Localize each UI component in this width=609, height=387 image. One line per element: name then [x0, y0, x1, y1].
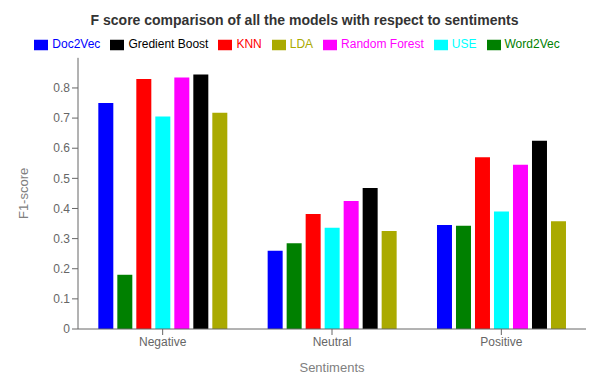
svg-text:Neutral: Neutral [313, 335, 352, 349]
html-text:KNN: KNN [236, 37, 262, 51]
svg-text:Sentiments: Sentiments [299, 360, 365, 375]
html-text:Doc2Vec: Doc2Vec [52, 37, 101, 51]
html-text:Random Forest: Random Forest [341, 37, 424, 51]
svg-text:0.4: 0.4 [53, 202, 70, 216]
svg-text:F1-score: F1-score [16, 168, 31, 219]
html-text:Word2Vec: Word2Vec [504, 37, 560, 51]
html-text:LDA: LDA [289, 37, 314, 51]
html-text:F score comparison of all the: F score comparison of all the models wit… [90, 12, 519, 28]
html-text:USE: USE [451, 37, 477, 51]
html-text:Gredient Boost: Gredient Boost [128, 37, 209, 51]
svg-text:0: 0 [63, 322, 70, 336]
svg-text:Positive: Positive [480, 335, 522, 349]
svg-text:0.5: 0.5 [53, 172, 70, 186]
svg-text:0.8: 0.8 [53, 81, 70, 95]
svg-text:0.6: 0.6 [53, 141, 70, 155]
svg-text:0.2: 0.2 [53, 262, 70, 276]
svg-text:0.7: 0.7 [53, 111, 70, 125]
svg-text:0.3: 0.3 [53, 232, 70, 246]
svg-text:0.1: 0.1 [53, 292, 70, 306]
svg-text:Negative: Negative [139, 335, 187, 349]
